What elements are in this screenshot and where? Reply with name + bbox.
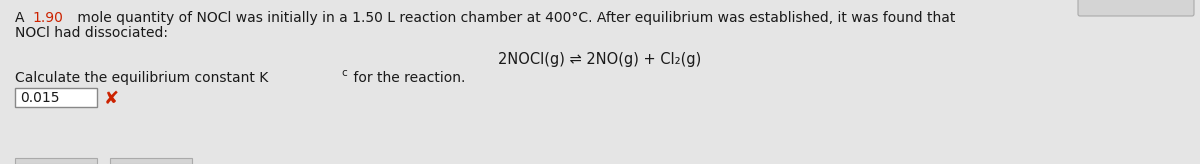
Text: ✘: ✘	[104, 90, 119, 108]
Text: 0.015: 0.015	[20, 91, 60, 105]
Text: NOCl had dissociated:: NOCl had dissociated:	[14, 26, 168, 40]
Text: 2NOCl(g) ⇌ 2NO(g) + Cl₂(g): 2NOCl(g) ⇌ 2NO(g) + Cl₂(g)	[498, 52, 702, 67]
Text: Calculate the equilibrium constant K: Calculate the equilibrium constant K	[14, 71, 269, 85]
Text: c: c	[342, 69, 348, 79]
FancyBboxPatch shape	[14, 88, 97, 107]
Text: ⁣ for the reaction.: ⁣ for the reaction.	[349, 71, 466, 85]
Text: 1.90: 1.90	[32, 11, 64, 25]
Text: A: A	[14, 11, 29, 25]
FancyBboxPatch shape	[1078, 0, 1194, 16]
Text: mole quantity of NOCl was initially in a 1.50 L reaction chamber at 400°C. After: mole quantity of NOCl was initially in a…	[73, 11, 960, 25]
FancyBboxPatch shape	[14, 158, 97, 164]
FancyBboxPatch shape	[110, 158, 192, 164]
